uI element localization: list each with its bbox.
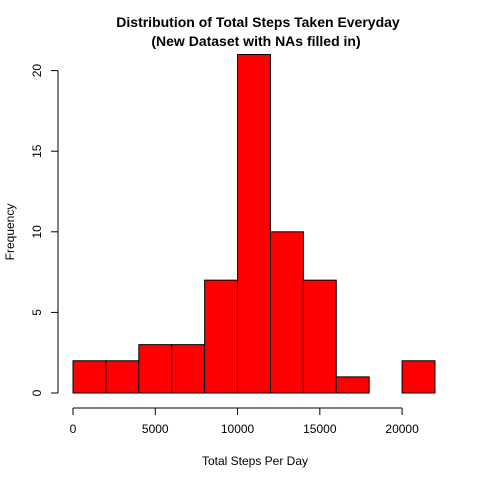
y-tick-label: 10 — [30, 225, 44, 239]
histogram-bar — [171, 344, 206, 394]
x-tick-label: 5000 — [142, 422, 169, 436]
histogram-bar — [302, 279, 337, 394]
chart-subtitle: (New Dataset with NAs filled in) — [151, 33, 360, 49]
y-tick-label: 15 — [30, 144, 44, 158]
histogram-bar — [269, 231, 304, 394]
histogram-bar — [72, 360, 107, 394]
histogram-bar — [105, 360, 140, 394]
histogram-bar — [138, 344, 173, 394]
histogram-bar — [401, 360, 436, 394]
y-axis-label: Frequency — [3, 204, 17, 261]
x-tick-label: 15000 — [303, 422, 337, 436]
bars-group — [72, 53, 436, 394]
y-tick-label: 20 — [30, 64, 44, 78]
histogram-bar — [204, 279, 239, 394]
y-axis: 0 5 10 15 20 — [30, 64, 59, 396]
x-tick-label: 10000 — [221, 422, 255, 436]
histogram-bar — [237, 53, 271, 394]
x-axis: 0 5000 10000 15000 20000 — [70, 407, 419, 436]
x-axis-label: Total Steps Per Day — [202, 454, 308, 468]
y-tick-label: 5 — [30, 309, 44, 316]
y-tick-label: 0 — [30, 389, 44, 396]
histogram-bar — [335, 376, 370, 394]
chart-title: Distribution of Total Steps Taken Everyd… — [116, 14, 400, 30]
x-tick-label: 0 — [70, 422, 77, 436]
x-tick-label: 20000 — [385, 422, 419, 436]
